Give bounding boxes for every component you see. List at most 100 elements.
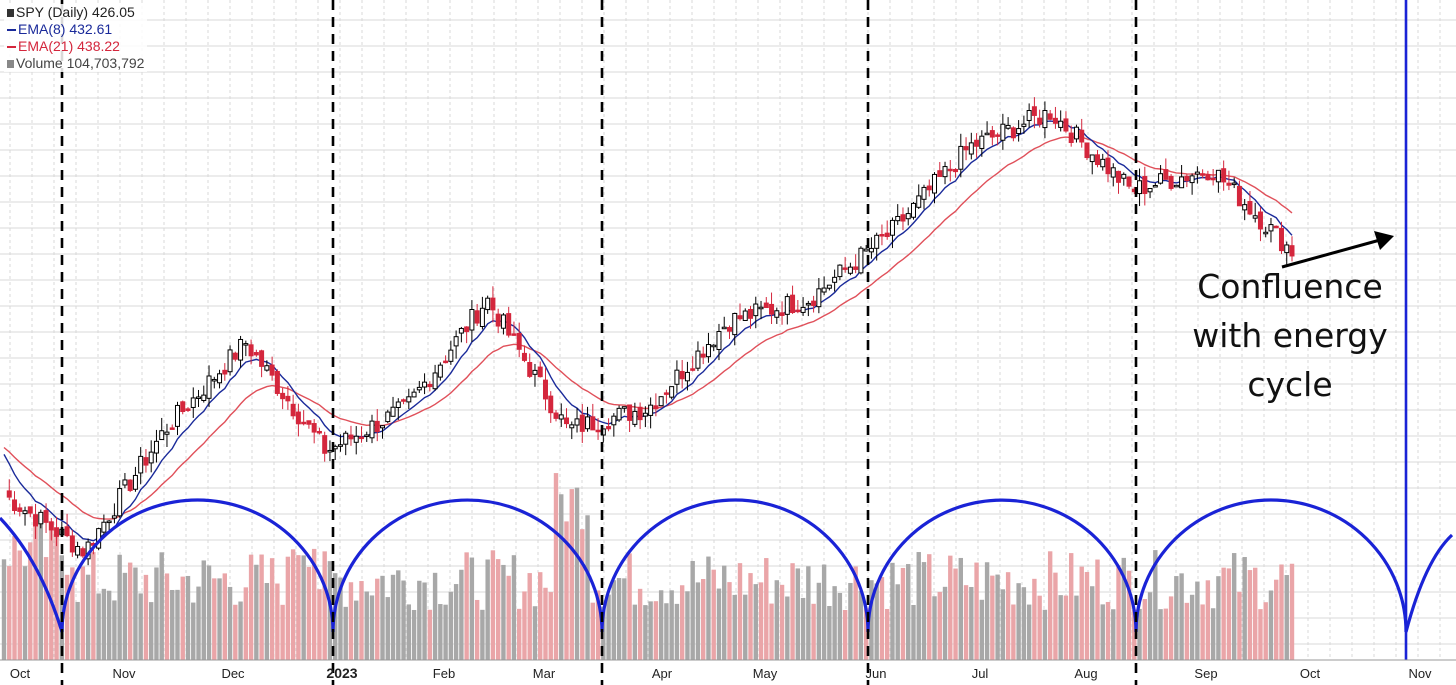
candle-body (411, 391, 417, 398)
volume-bar (438, 604, 443, 660)
volume-bar (1189, 594, 1195, 660)
volume-bar (1279, 564, 1284, 660)
volume-bar (96, 593, 101, 660)
x-tick-label: 2023 (326, 665, 357, 681)
volume-bar (648, 601, 653, 660)
volume-bar (1058, 595, 1063, 660)
volume-bar (396, 570, 401, 660)
x-tick-label: Nov (1408, 666, 1432, 681)
annotation-line-3: cycle (1247, 365, 1333, 404)
volume-bar (916, 552, 921, 660)
volume-bar (317, 589, 322, 660)
candle-body (1247, 201, 1253, 215)
volume-bar (832, 586, 837, 660)
candle-body (916, 195, 922, 208)
candle-body (174, 404, 180, 427)
volume-bar (28, 542, 33, 660)
candle-body (458, 327, 464, 334)
candle-body (726, 327, 732, 332)
volume-bar (185, 575, 191, 660)
volume-bar (1100, 604, 1105, 660)
candle-body (1021, 123, 1027, 127)
volume-bar (1053, 572, 1058, 660)
candle-body (358, 436, 364, 440)
volume-bar (969, 586, 974, 660)
candle-body (863, 248, 869, 252)
volume-bar (1200, 604, 1205, 660)
candle-body (259, 350, 265, 367)
candle-body (558, 414, 564, 420)
candle-body (490, 297, 496, 311)
volume-bar (1016, 583, 1021, 660)
volume-bar (869, 580, 874, 660)
candle-body (385, 411, 391, 423)
candle-body (595, 429, 601, 433)
volume-bar (1090, 586, 1095, 660)
volume-bar (480, 609, 485, 660)
candle-body (847, 266, 853, 274)
legend-ema8: EMA(8) 432.61 (7, 21, 144, 38)
arrow-head (1374, 231, 1394, 250)
candle-body (22, 510, 28, 515)
candle-body (6, 490, 12, 498)
volume-bar (133, 567, 138, 660)
candle-body (122, 479, 128, 486)
candle-body (117, 488, 123, 517)
volume-bar (1116, 565, 1121, 660)
volume-bar (85, 574, 91, 660)
candle-body (206, 375, 212, 399)
volume-bar (106, 590, 112, 660)
candle-body (159, 430, 165, 441)
volume-bar (1226, 568, 1232, 660)
candle-body (43, 510, 49, 523)
volume-bar (590, 602, 595, 660)
volume-bar (611, 580, 617, 660)
volume-bar (49, 523, 54, 660)
volume-bar (1247, 570, 1253, 660)
volume-bar (1289, 563, 1295, 660)
volume-bar (722, 565, 727, 660)
candle-body (306, 420, 312, 425)
candle-body (616, 407, 622, 421)
volume-bar (1047, 551, 1053, 660)
volume-bar (816, 582, 822, 660)
candle-body (895, 215, 901, 222)
volume-bar (948, 555, 953, 660)
x-tick-label: Nov (112, 666, 136, 681)
candle-body (427, 383, 433, 388)
candle-body (280, 392, 286, 400)
volume-bar (921, 562, 927, 660)
volume-bar (1242, 557, 1247, 660)
volume-bar (206, 565, 212, 660)
candle-body (54, 527, 60, 537)
volume-bar (143, 574, 149, 660)
volume-bar (564, 521, 569, 660)
candle-body (926, 185, 932, 191)
volume-bar (779, 584, 785, 660)
volume-bar (401, 580, 406, 660)
candle-body (185, 408, 191, 411)
volume-bar (101, 588, 107, 660)
candle-body (627, 404, 633, 421)
volume-bar (1179, 573, 1184, 660)
volume-bar (958, 557, 963, 660)
candle-body (953, 168, 959, 173)
candle-body (464, 326, 470, 333)
volume-bar (695, 582, 701, 660)
volume-bar (1000, 589, 1006, 660)
volume-bar (601, 606, 606, 660)
candle-body (658, 396, 664, 407)
volume-bar (1, 559, 7, 660)
candle-body (1031, 106, 1037, 116)
volume-bar (963, 585, 969, 660)
candle-body (364, 434, 370, 437)
volume-bar (70, 567, 75, 660)
volume-bar (774, 580, 779, 660)
volume-bar (974, 562, 979, 660)
volume-bar (464, 552, 469, 660)
candle-body (285, 395, 291, 402)
volume-bar (1111, 609, 1116, 660)
legend-ticker-swatch (7, 9, 14, 18)
volume-bar (64, 574, 70, 660)
candle-body (353, 435, 359, 443)
